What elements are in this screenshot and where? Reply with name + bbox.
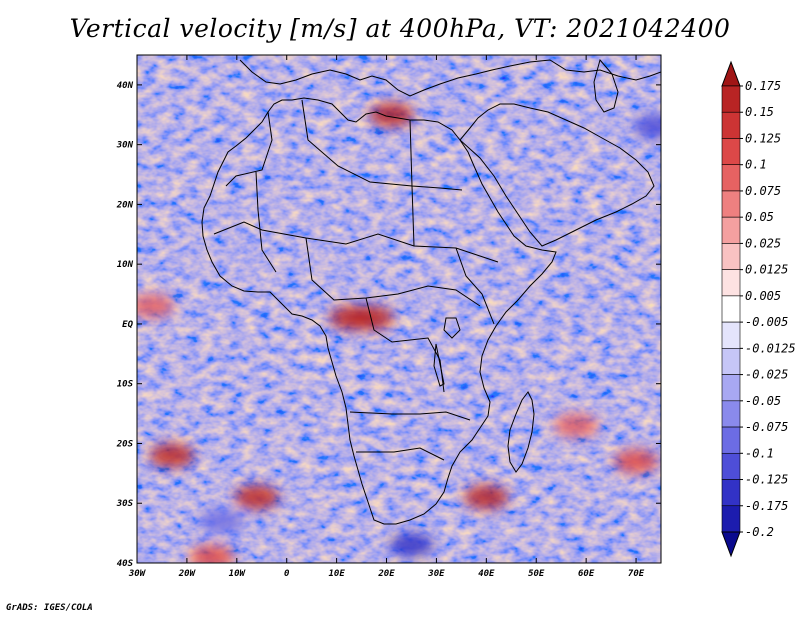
colorbar-swatch xyxy=(721,479,741,507)
longitude-axis: 30W 20W 10W 0 10E 20E 30E 40E 50E 60E 70E xyxy=(128,55,645,579)
colorbar-label: 0.15 xyxy=(745,105,774,119)
velocity-hotspot xyxy=(614,449,659,474)
lon-label: 0 xyxy=(284,569,290,579)
colorbar-label: 0.005 xyxy=(745,289,781,303)
colorbar-swatch xyxy=(721,138,741,166)
colorbar-label: -0.005 xyxy=(745,315,788,329)
colorbar-label: -0.175 xyxy=(745,499,788,513)
latitude-axis: 40N 30N 20N 10N EQ 10S 20S 30S 40S xyxy=(116,81,661,569)
lat-label: 30S xyxy=(116,499,134,509)
velocity-hotspot xyxy=(199,509,244,534)
border-sahel xyxy=(213,221,499,263)
colorbar-swatch xyxy=(721,190,741,218)
colorbar-swatch xyxy=(721,216,741,244)
colorbar-label: -0.1 xyxy=(745,446,774,460)
lon-label: 20E xyxy=(377,569,395,579)
colorbar-swatch xyxy=(721,111,741,139)
lon-label: 40E xyxy=(478,569,495,579)
velocity-hotspot xyxy=(349,305,394,330)
colorbar-swatch xyxy=(721,374,741,402)
lat-label: EQ xyxy=(122,320,133,330)
grads-credit: GrADS: IGES/COLA xyxy=(6,603,93,613)
lake-victoria xyxy=(443,317,461,339)
colorbar-label: -0.0125 xyxy=(745,341,796,355)
europe-coastline xyxy=(239,59,661,97)
colorbar-swatch xyxy=(721,243,741,270)
arabia-coastline xyxy=(459,103,655,247)
africa-coastline xyxy=(201,97,557,525)
border-south xyxy=(349,411,471,421)
velocity-field xyxy=(137,55,661,563)
colorbar-swatch xyxy=(721,164,741,192)
colorbar-swatch xyxy=(721,426,741,454)
velocity-hotspot xyxy=(634,114,661,139)
lat-label: 20N xyxy=(116,200,134,210)
colorbar-swatch xyxy=(721,348,741,375)
colorbar-label: -0.125 xyxy=(745,473,788,487)
colorbar-swatch xyxy=(721,452,741,480)
lat-label: 20S xyxy=(116,439,134,449)
colorbar-arrow-bottom xyxy=(721,531,741,558)
lat-label: 40N xyxy=(117,81,134,91)
border-southern-africa xyxy=(356,447,445,461)
lat-label: 10S xyxy=(117,380,134,390)
lat-label: 40S xyxy=(117,559,134,569)
colorbar-label: -0.025 xyxy=(745,368,788,382)
colorbar-swatch xyxy=(721,321,741,349)
velocity-hotspot xyxy=(369,102,414,127)
lon-label: 50E xyxy=(528,569,545,579)
velocity-hotspot xyxy=(464,485,509,510)
colorbar-label: 0.025 xyxy=(745,236,781,250)
lake-tanganyika xyxy=(433,343,445,387)
colorbar-swatch xyxy=(721,85,741,113)
lon-label: 30E xyxy=(427,569,445,579)
colorbar-label: 0.05 xyxy=(745,210,774,224)
velocity-hotspot xyxy=(554,413,599,438)
coastlines-borders xyxy=(201,58,661,525)
velocity-hotspot xyxy=(149,443,194,468)
lon-label: 20W xyxy=(178,569,197,579)
border-north xyxy=(301,99,463,191)
colorbar-label: 0.075 xyxy=(745,184,781,198)
lon-label: 10E xyxy=(328,569,345,579)
colorbar: 0.175 0.15 0.125 0.1 0.075 0.05 0.025 0.0125 0.0… xyxy=(721,60,796,558)
colorbar-swatch xyxy=(721,295,741,323)
colorbar-swatch xyxy=(721,269,741,297)
colorbar-swatch xyxy=(721,400,741,428)
lat-label: 30N xyxy=(116,141,134,151)
border-central xyxy=(305,237,481,307)
lon-label: 30W xyxy=(128,569,147,579)
madagascar-coastline xyxy=(507,391,535,473)
lat-label: 10N xyxy=(117,260,134,270)
border-east xyxy=(455,247,495,325)
velocity-hotspot xyxy=(137,294,174,319)
border-west xyxy=(255,171,277,273)
border-sahara xyxy=(225,111,273,187)
border-egypt xyxy=(409,119,415,247)
velocity-hotspot xyxy=(389,533,434,558)
colorbar-label: 0.0125 xyxy=(745,263,788,277)
colorbar-label: -0.2 xyxy=(745,525,774,539)
velocity-hotspot xyxy=(189,545,234,563)
lon-label: 10W xyxy=(229,569,247,579)
colorbar-label: 0.1 xyxy=(745,158,767,172)
velocity-hotspot xyxy=(234,485,279,510)
map-frame xyxy=(136,54,662,564)
colorbar-label: -0.05 xyxy=(745,394,781,408)
lon-label: 70E xyxy=(628,569,645,579)
caspian-outline xyxy=(593,58,619,113)
colorbar-arrow-top xyxy=(721,60,741,87)
map-title: Vertical velocity [m/s] at 400hPa, VT: 2… xyxy=(69,14,731,43)
colorbar-label: -0.075 xyxy=(745,420,788,434)
colorbar-label: 0.175 xyxy=(745,79,781,93)
lon-label: 60E xyxy=(578,569,595,579)
colorbar-label: 0.125 xyxy=(745,131,781,145)
colorbar-swatch xyxy=(721,505,741,533)
